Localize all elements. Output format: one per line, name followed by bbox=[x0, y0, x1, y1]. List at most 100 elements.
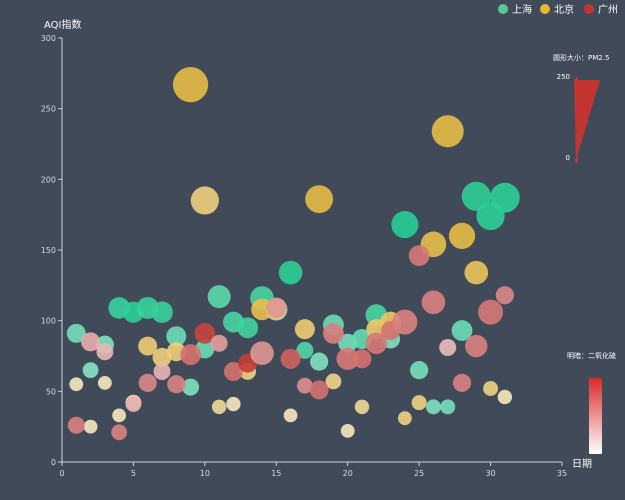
bubble-北京-17[interactable] bbox=[294, 319, 315, 340]
bubble-广州-17[interactable] bbox=[296, 377, 313, 394]
bubble-上海-9[interactable] bbox=[182, 378, 200, 396]
bubble-北京-11[interactable] bbox=[211, 399, 227, 415]
size-visual-map: 圆形大小：PM2.5 250 0 bbox=[553, 53, 609, 164]
bubble-广州-15[interactable] bbox=[265, 297, 287, 319]
bubble-北京-30[interactable] bbox=[483, 381, 499, 397]
bubble-广州-30[interactable] bbox=[478, 299, 504, 325]
bubble-广州-21[interactable] bbox=[352, 349, 372, 369]
legend-label-北京[interactable]: 北京 bbox=[554, 3, 574, 16]
bubble-广州-18[interactable] bbox=[309, 380, 329, 400]
bubble-北京-21[interactable] bbox=[354, 399, 370, 415]
bubble-北京-19[interactable] bbox=[325, 373, 342, 390]
bubble-上海-31[interactable] bbox=[489, 182, 520, 213]
data-points bbox=[66, 67, 520, 441]
bubble-上海-2[interactable] bbox=[82, 362, 99, 379]
bubble-广州-19[interactable] bbox=[323, 322, 344, 344]
bubble-上海-29[interactable] bbox=[461, 181, 491, 211]
bubble-广州-3[interactable] bbox=[96, 343, 114, 361]
bubble-北京-3[interactable] bbox=[97, 375, 112, 390]
bubble-北京-27[interactable] bbox=[431, 115, 464, 148]
size-visual-map-wedge[interactable] bbox=[574, 80, 600, 160]
legend-label-上海[interactable]: 上海 bbox=[512, 3, 532, 16]
bubble-上海-18[interactable] bbox=[310, 352, 329, 371]
color-visual-map-title: 明暗：二氧化硫 bbox=[567, 351, 616, 360]
bubble-上海-25[interactable] bbox=[410, 361, 429, 380]
bubble-北京-20[interactable] bbox=[340, 424, 355, 438]
legend-marker-上海[interactable] bbox=[498, 4, 508, 14]
bubble-广州-5[interactable] bbox=[125, 396, 142, 412]
bubble-上海-8[interactable] bbox=[166, 326, 187, 347]
bubble-北京-18[interactable] bbox=[305, 185, 334, 214]
bubble-北京-10[interactable] bbox=[190, 186, 219, 215]
x-tick-label: 10 bbox=[200, 469, 210, 478]
bubble-广州-29[interactable] bbox=[465, 334, 488, 358]
bubble-北京-7[interactable] bbox=[152, 347, 172, 367]
bubble-广州-22[interactable] bbox=[365, 332, 388, 355]
bubble-上海-11[interactable] bbox=[207, 285, 231, 309]
bubble-广州-16[interactable] bbox=[280, 348, 301, 369]
bubble-广州-10[interactable] bbox=[194, 322, 216, 344]
bubble-北京-16[interactable] bbox=[283, 408, 298, 423]
bubble-北京-28[interactable] bbox=[448, 222, 476, 249]
legend-marker-北京[interactable] bbox=[540, 4, 550, 14]
bubble-广州-26[interactable] bbox=[421, 290, 446, 315]
size-visual-map-title: 圆形大小：PM2.5 bbox=[553, 53, 609, 62]
y-tick-label: 300 bbox=[41, 34, 56, 43]
x-tick-label: 35 bbox=[557, 469, 567, 478]
bubble-北京-29[interactable] bbox=[464, 260, 489, 285]
bubble-广州-20[interactable] bbox=[336, 347, 359, 371]
legend-marker-广州[interactable] bbox=[584, 4, 594, 14]
bubble-北京-1[interactable] bbox=[69, 377, 84, 392]
bubble-北京-9[interactable] bbox=[172, 67, 209, 103]
bubble-广州-11[interactable] bbox=[210, 334, 228, 352]
bubble-广州-14[interactable] bbox=[250, 341, 274, 365]
y-tick-label: 250 bbox=[41, 105, 56, 114]
bubble-广州-2[interactable] bbox=[81, 332, 101, 352]
bubble-广州-27[interactable] bbox=[439, 339, 457, 357]
bubble-北京-24[interactable] bbox=[397, 411, 412, 426]
bubble-上海-7[interactable] bbox=[151, 301, 173, 323]
x-tick-label: 5 bbox=[131, 469, 136, 478]
bubble-广州-28[interactable] bbox=[452, 373, 472, 392]
x-axis-title: 日期 bbox=[572, 458, 592, 470]
y-tick-label: 0 bbox=[51, 458, 56, 467]
color-visual-map-bar[interactable] bbox=[589, 378, 602, 454]
bubble-北京-31[interactable] bbox=[497, 389, 513, 405]
x-tick-label: 20 bbox=[343, 469, 353, 478]
bubble-上海-26[interactable] bbox=[425, 399, 441, 415]
bubble-北京-12[interactable] bbox=[226, 396, 241, 412]
y-tick-label: 100 bbox=[41, 317, 56, 326]
bubble-广州-31[interactable] bbox=[495, 286, 514, 305]
bubble-广州-9[interactable] bbox=[180, 344, 201, 365]
bubble-广州-1[interactable] bbox=[67, 416, 85, 434]
bubble-北京-4[interactable] bbox=[112, 408, 127, 423]
bubble-广州-12[interactable] bbox=[223, 362, 243, 382]
bubble-上海-27[interactable] bbox=[440, 399, 456, 415]
bubble-广州-25[interactable] bbox=[408, 245, 430, 267]
bubble-广州-4[interactable] bbox=[111, 424, 128, 441]
bubble-广州-7[interactable] bbox=[153, 363, 171, 381]
bubble-广州-24[interactable] bbox=[392, 309, 418, 335]
bubble-北京-6[interactable] bbox=[138, 336, 158, 356]
bubble-广州-6[interactable] bbox=[138, 373, 157, 392]
bubble-上海-1[interactable] bbox=[66, 323, 86, 343]
bubble-上海-17[interactable] bbox=[296, 341, 314, 359]
bubble-上海-24[interactable] bbox=[391, 210, 419, 239]
bubble-广州-8[interactable] bbox=[167, 375, 186, 394]
x-tick-label: 25 bbox=[414, 469, 424, 478]
x-tick-label: 30 bbox=[485, 469, 495, 478]
legend-label-广州[interactable]: 广州 bbox=[598, 4, 618, 16]
size-visual-map-handle-top[interactable] bbox=[574, 76, 578, 84]
y-axis-ticks: 0 50 100 150 200 250 300 bbox=[41, 34, 62, 467]
bubble-上海-28[interactable] bbox=[451, 320, 473, 341]
bubble-北京-2[interactable] bbox=[83, 419, 98, 434]
bubble-上海-16[interactable] bbox=[278, 260, 303, 285]
y-tick-label: 50 bbox=[46, 387, 56, 396]
size-visual-map-handle-bottom[interactable] bbox=[574, 156, 578, 164]
bubble-上海-13[interactable] bbox=[237, 317, 259, 339]
x-tick-label: 15 bbox=[271, 469, 281, 478]
y-tick-label: 200 bbox=[41, 175, 56, 184]
bubble-北京-25[interactable] bbox=[411, 395, 427, 411]
